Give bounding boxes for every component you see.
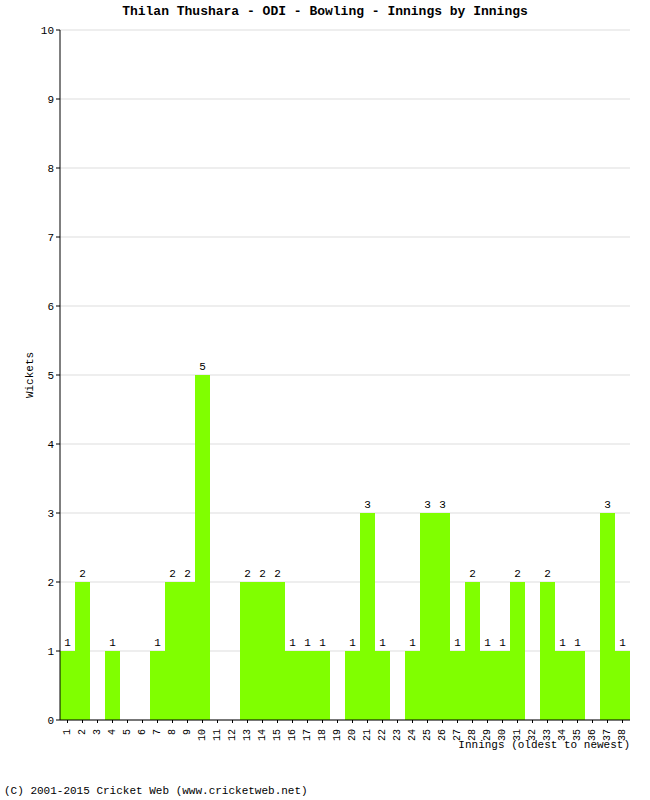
svg-text:2: 2 (244, 568, 251, 580)
svg-text:18: 18 (317, 729, 328, 741)
svg-text:1: 1 (319, 637, 326, 649)
svg-text:8: 8 (167, 729, 178, 735)
svg-text:2: 2 (514, 568, 521, 580)
svg-text:7: 7 (152, 729, 163, 735)
svg-text:8: 8 (47, 163, 54, 175)
svg-text:1: 1 (289, 637, 296, 649)
svg-text:5: 5 (199, 361, 206, 373)
svg-text:3: 3 (92, 729, 103, 735)
svg-text:34: 34 (557, 729, 568, 741)
svg-text:2: 2 (469, 568, 476, 580)
svg-text:6: 6 (137, 729, 148, 735)
svg-text:30: 30 (497, 729, 508, 741)
svg-text:10: 10 (197, 729, 208, 741)
svg-text:38: 38 (617, 729, 628, 741)
svg-text:1: 1 (154, 637, 161, 649)
svg-text:1: 1 (109, 637, 116, 649)
svg-text:27: 27 (452, 729, 463, 741)
svg-text:9: 9 (47, 94, 54, 106)
svg-text:1: 1 (619, 637, 626, 649)
svg-text:23: 23 (392, 729, 403, 741)
svg-text:5: 5 (47, 370, 54, 382)
svg-text:33: 33 (542, 729, 553, 741)
svg-text:28: 28 (467, 729, 478, 741)
svg-text:4: 4 (107, 729, 118, 735)
svg-text:1: 1 (454, 637, 461, 649)
svg-text:13: 13 (242, 729, 253, 741)
svg-text:1: 1 (349, 637, 356, 649)
svg-text:1: 1 (559, 637, 566, 649)
svg-text:1: 1 (379, 637, 386, 649)
svg-text:1: 1 (499, 637, 506, 649)
svg-text:2: 2 (79, 568, 86, 580)
svg-text:1: 1 (62, 729, 73, 735)
svg-text:1: 1 (574, 637, 581, 649)
svg-text:31: 31 (512, 729, 523, 741)
svg-text:2: 2 (184, 568, 191, 580)
svg-text:1: 1 (409, 637, 416, 649)
svg-text:32: 32 (527, 729, 538, 741)
svg-text:20: 20 (347, 729, 358, 741)
svg-text:15: 15 (272, 729, 283, 741)
svg-text:5: 5 (122, 729, 133, 735)
svg-text:1: 1 (484, 637, 491, 649)
svg-text:1: 1 (64, 637, 71, 649)
svg-text:2: 2 (47, 577, 54, 589)
svg-text:12: 12 (227, 729, 238, 741)
html-text:Wickets: Wickets (24, 351, 36, 399)
svg-text:2: 2 (544, 568, 551, 580)
svg-text:29: 29 (482, 729, 493, 741)
svg-text:25: 25 (422, 729, 433, 741)
svg-text:1: 1 (47, 646, 54, 658)
svg-text:11: 11 (212, 729, 223, 741)
html-text:(C) 2001-2015 Cricket Web (www: (C) 2001-2015 Cricket Web (www.cricketwe… (4, 785, 308, 797)
svg-text:3: 3 (424, 499, 431, 511)
svg-text:10: 10 (41, 25, 54, 37)
svg-text:17: 17 (302, 729, 313, 741)
svg-text:2: 2 (169, 568, 176, 580)
svg-text:3: 3 (604, 499, 611, 511)
svg-text:1: 1 (304, 637, 311, 649)
svg-text:9: 9 (182, 729, 193, 735)
svg-text:3: 3 (47, 508, 54, 520)
svg-text:35: 35 (572, 729, 583, 741)
svg-text:2: 2 (77, 729, 88, 735)
svg-text:3: 3 (439, 499, 446, 511)
svg-text:0: 0 (47, 715, 54, 727)
svg-text:2: 2 (274, 568, 281, 580)
svg-text:19: 19 (332, 729, 343, 741)
svg-text:22: 22 (377, 729, 388, 741)
html-text:Innings (oldest to newest): Innings (oldest to newest) (458, 739, 630, 751)
svg-text:26: 26 (437, 729, 448, 741)
svg-text:3: 3 (364, 499, 371, 511)
svg-text:21: 21 (362, 729, 373, 741)
svg-text:37: 37 (602, 729, 613, 741)
svg-text:6: 6 (47, 301, 54, 313)
svg-text:4: 4 (47, 439, 54, 451)
svg-text:24: 24 (407, 729, 418, 741)
svg-text:16: 16 (287, 729, 298, 741)
svg-text:7: 7 (47, 232, 54, 244)
svg-text:14: 14 (257, 729, 268, 741)
html-text:Thilan Thushara - ODI - Bowlin: Thilan Thushara - ODI - Bowling - Inning… (122, 4, 528, 19)
svg-text:36: 36 (587, 729, 598, 741)
svg-text:2: 2 (259, 568, 266, 580)
